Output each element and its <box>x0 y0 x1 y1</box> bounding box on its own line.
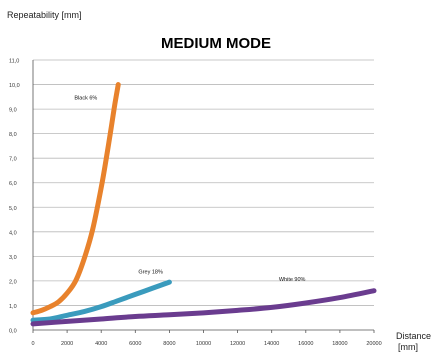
x-axis-title: Distance <box>396 331 431 341</box>
series-line-1 <box>30 279 172 323</box>
y-tick-label: 7,0 <box>9 157 17 163</box>
series-group <box>30 82 377 327</box>
x-tick-label: 14000 <box>264 341 279 347</box>
x-tick-label: 4000 <box>95 341 107 347</box>
grid <box>32 59 375 333</box>
x-tick-label: 18000 <box>332 341 347 347</box>
y-tick-label: 4,0 <box>9 230 17 236</box>
chart-title: MEDIUM MODE <box>161 35 271 52</box>
y-tick-label: 1,0 <box>9 304 17 310</box>
series-line-0 <box>30 82 121 316</box>
x-tick-label: 6000 <box>129 341 141 347</box>
x-tick-label: 8000 <box>163 341 175 347</box>
x-tick-label: 0 <box>31 341 34 347</box>
series-label: Grey 18% <box>138 270 163 276</box>
series-labels: Black 6% Grey 18% White 90% <box>74 95 305 283</box>
x-tick-label: 16000 <box>298 341 313 347</box>
series-line-2 <box>30 288 377 327</box>
y-tick-label: 11,0 <box>9 59 19 65</box>
y-tick-label: 2,0 <box>9 279 17 285</box>
x-tick-label: 20000 <box>366 341 381 347</box>
y-tick-label: 6,0 <box>9 181 17 187</box>
y-tick-label: 0,0 <box>9 329 17 335</box>
y-tick-label: 10,0 <box>9 83 20 89</box>
series-label: White 90% <box>279 277 306 283</box>
x-tick-label: 10000 <box>196 341 211 347</box>
x-tick-label: 2000 <box>61 341 73 347</box>
series-label: Black 6% <box>74 95 97 101</box>
y-tick-label: 9,0 <box>9 108 17 114</box>
y-tick-label: 5,0 <box>9 206 17 212</box>
axis-ticks: 0,0 1,0 2,0 3,0 4,0 5,0 6,0 7,0 8,0 9,0 10,0 11,0 0 2… <box>9 59 382 348</box>
y-axis-title: Repeatability [mm] <box>7 10 82 20</box>
x-axis-unit: [mm] <box>398 342 418 352</box>
y-tick-label: 3,0 <box>9 255 17 261</box>
y-tick-label: 8,0 <box>9 132 17 138</box>
x-tick-label: 12000 <box>230 341 245 347</box>
